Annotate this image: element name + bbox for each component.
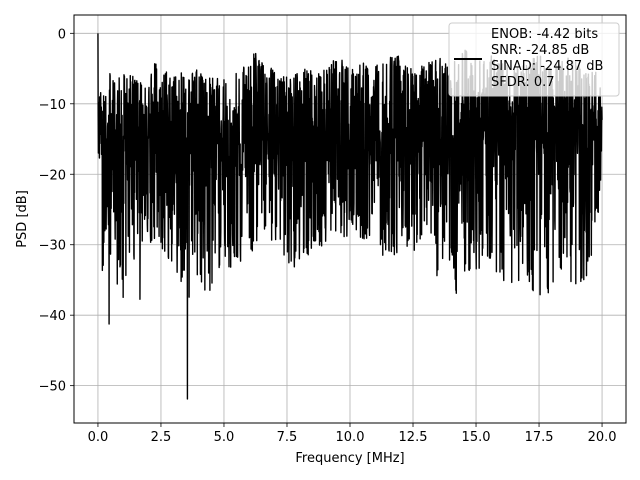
plot-area <box>97 33 603 400</box>
legend-box <box>448 22 620 97</box>
x-tick-label: 2.5 <box>151 430 172 445</box>
x-tick-label: 0.0 <box>88 430 109 445</box>
legend-entry-snr: SNR: -24.85 dB <box>491 43 589 58</box>
x-tick-label: 5.0 <box>214 430 235 445</box>
y-axis-ticks: 0 −10 −20 −30 −40 −50 <box>39 27 74 395</box>
legend-entry-enob: ENOB: -4.42 bits <box>491 27 598 42</box>
x-tick-label: 17.5 <box>525 430 554 445</box>
y-tick-label: −40 <box>39 309 66 324</box>
x-tick-label: 10.0 <box>336 430 365 445</box>
psd-series-line <box>97 33 603 400</box>
y-tick-label: −20 <box>39 168 66 183</box>
y-tick-label: −30 <box>39 239 66 254</box>
y-tick-label: −50 <box>39 380 66 395</box>
y-axis-label: PSD [dB] <box>15 190 30 248</box>
x-tick-label: 12.5 <box>399 430 428 445</box>
y-tick-label: 0 <box>58 27 66 42</box>
x-tick-label: 7.5 <box>277 430 298 445</box>
x-axis-ticks: 0.0 2.5 5.0 7.5 10.0 12.5 15.0 17.5 20.0 <box>88 423 617 445</box>
x-axis-label: Frequency [MHz] <box>295 451 404 466</box>
legend: ENOB: -4.42 bits SNR: -24.85 dB SINAD: -… <box>448 22 620 97</box>
x-tick-label: 15.0 <box>462 430 491 445</box>
legend-entry-sinad: SINAD: -24.87 dB <box>491 59 603 74</box>
x-tick-label: 20.0 <box>588 430 617 445</box>
legend-entry-sfdr: SFDR: 0.7 <box>491 75 555 90</box>
y-tick-label: −10 <box>39 98 66 113</box>
